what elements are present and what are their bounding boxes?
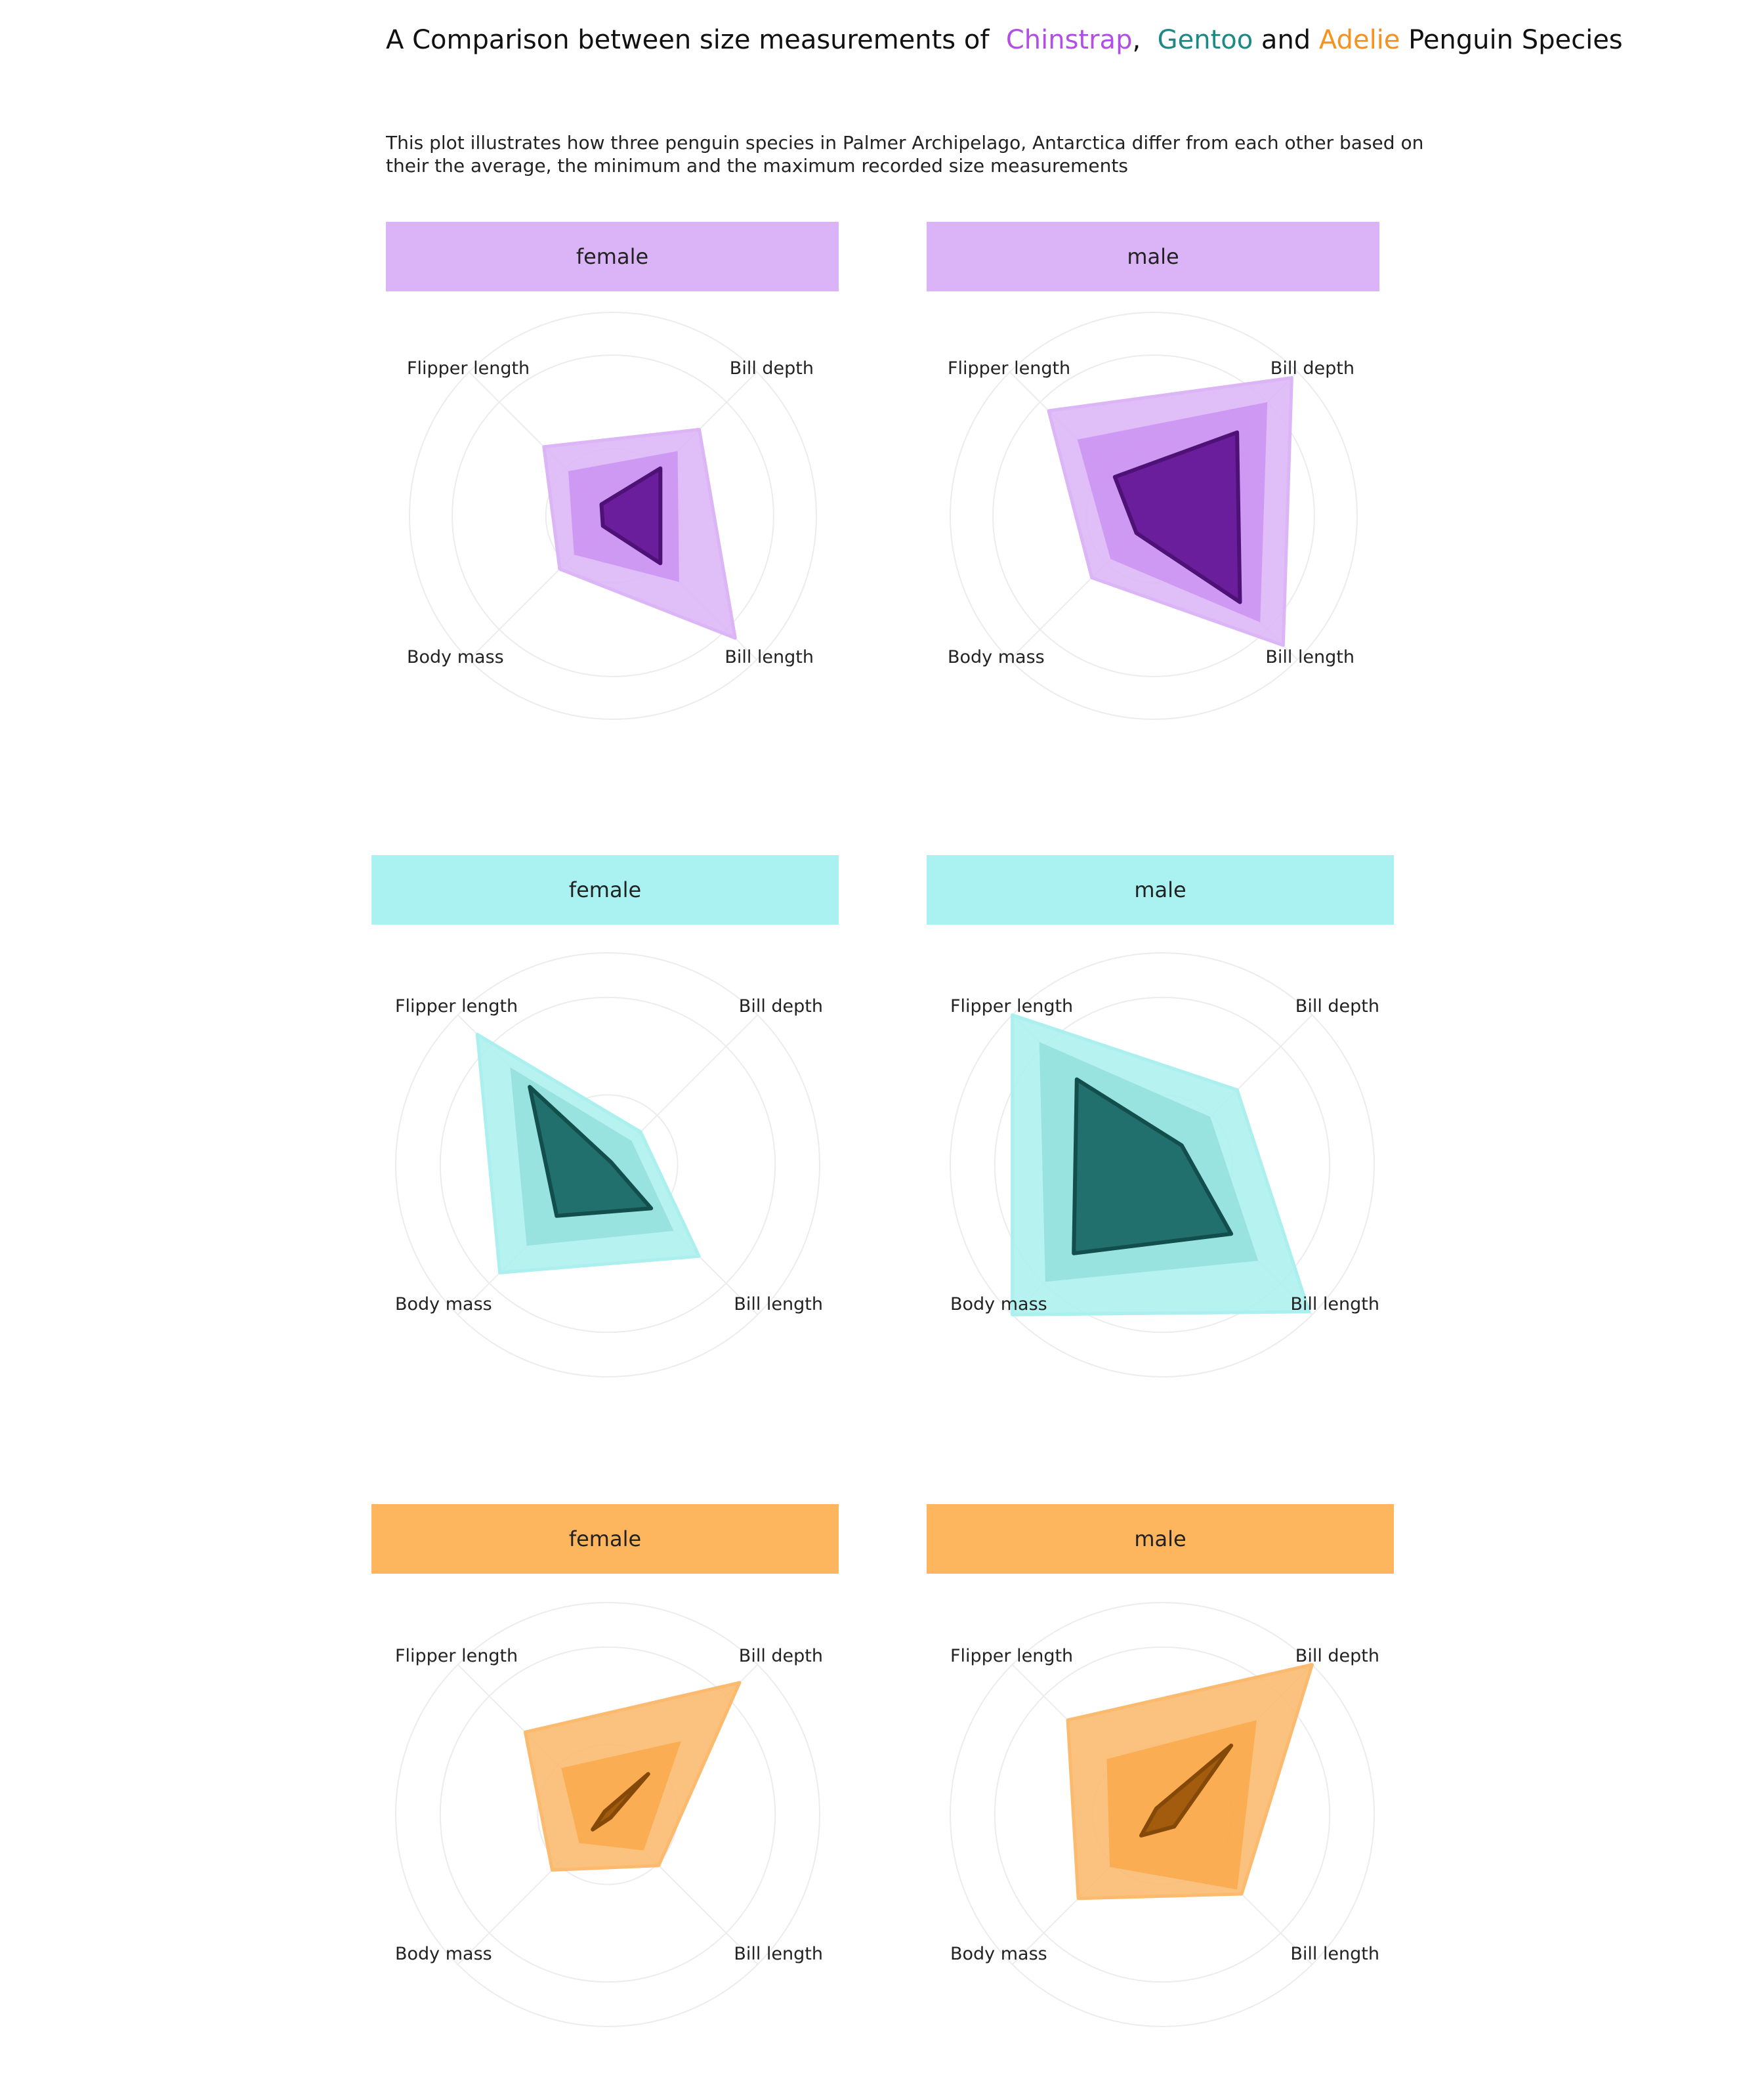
axis-label: Bill depth <box>1295 1646 1379 1666</box>
title-segment: Gentoo <box>1157 25 1253 55</box>
axis-label: Body mass <box>395 1294 492 1314</box>
grid-circle <box>950 312 1358 720</box>
facet-strip-adelie-female: female <box>371 1504 839 1574</box>
title-segment: Chinstrap <box>1005 25 1133 55</box>
axis-label: Flipper length <box>395 996 518 1017</box>
axis-label: Bill length <box>734 1294 823 1314</box>
axis-label: Bill length <box>734 1944 823 1964</box>
grid-circle <box>452 354 774 677</box>
axis-label: Bill depth <box>1295 996 1379 1017</box>
axis-label: Bill length <box>1290 1944 1379 1964</box>
series-minimum-polygon <box>1112 430 1242 604</box>
radar-panel: Bill depth Bill length Body mass Flipper le… <box>950 952 1379 1377</box>
facet-strip-chinstrap-female: female <box>386 222 839 291</box>
grid-circle <box>994 996 1331 1334</box>
radar-panel: Bill depth Bill length Body mass Flipper le… <box>950 1602 1379 2027</box>
axis-label: Body mass <box>950 1294 1047 1314</box>
axis-label: Flipper length <box>948 358 1070 379</box>
grid-circle <box>439 996 776 1334</box>
axis-label: Flipper length <box>407 358 530 379</box>
grid-circle <box>395 952 820 1377</box>
title-segment: and <box>1253 25 1319 55</box>
radar-panel: Bill depth Bill length Body mass Flipper le… <box>948 312 1358 720</box>
axis-label: Bill depth <box>739 996 823 1017</box>
title-segment: Penguin Species <box>1400 25 1623 55</box>
axis-label: Bill depth <box>1270 358 1354 379</box>
series-minimum-polygon <box>528 1085 654 1218</box>
radar-panel: Bill depth Bill length Body mass Flipper le… <box>395 952 823 1377</box>
axis-label: Body mass <box>395 1944 492 1964</box>
axis-label: Flipper length <box>395 1646 518 1666</box>
radar-panel: Bill depth Bill length Body mass Flipper le… <box>407 312 817 720</box>
chart-subtitle: This plot illustrates how three penguin … <box>386 132 1424 177</box>
series-minimum-polygon <box>1139 1743 1234 1838</box>
grid-circle <box>994 1646 1331 1983</box>
axis-label: Bill length <box>724 647 814 667</box>
title-segment: A Comparison between size measurements o… <box>386 25 1006 55</box>
grid-circle <box>439 1646 776 1983</box>
axis-label: Body mass <box>948 647 1045 667</box>
grid-circle <box>950 1602 1375 2027</box>
axis-label: Body mass <box>950 1944 1047 1964</box>
axis-label: Flipper length <box>950 996 1073 1017</box>
axis-label: Body mass <box>407 647 504 667</box>
title-segment: , <box>1132 25 1158 55</box>
axis-label: Bill depth <box>730 358 814 379</box>
grid-circle <box>409 312 817 720</box>
series-minimum-polygon <box>599 466 663 566</box>
grid-circle <box>992 354 1315 677</box>
title-segment: Adelie <box>1318 25 1400 55</box>
radar-panel: Bill depth Bill length Body mass Flipper le… <box>395 1602 823 2027</box>
series-minimum-polygon <box>1072 1077 1234 1255</box>
axis-label: Bill length <box>1290 1294 1379 1314</box>
grid-circle <box>950 952 1375 1377</box>
facet-strip-chinstrap-male: male <box>927 222 1379 291</box>
facet-strip-gentoo-female: female <box>371 855 839 925</box>
grid-circle <box>395 1602 820 2027</box>
chart-title: A Comparison between size measurements o… <box>386 24 1623 56</box>
facet-strip-gentoo-male: male <box>927 855 1394 925</box>
series-minimum-polygon <box>591 1772 650 1832</box>
facet-strip-adelie-male: male <box>927 1504 1394 1574</box>
axis-label: Flipper length <box>950 1646 1073 1666</box>
axis-label: Bill length <box>1265 647 1354 667</box>
axis-label: Bill depth <box>739 1646 823 1666</box>
